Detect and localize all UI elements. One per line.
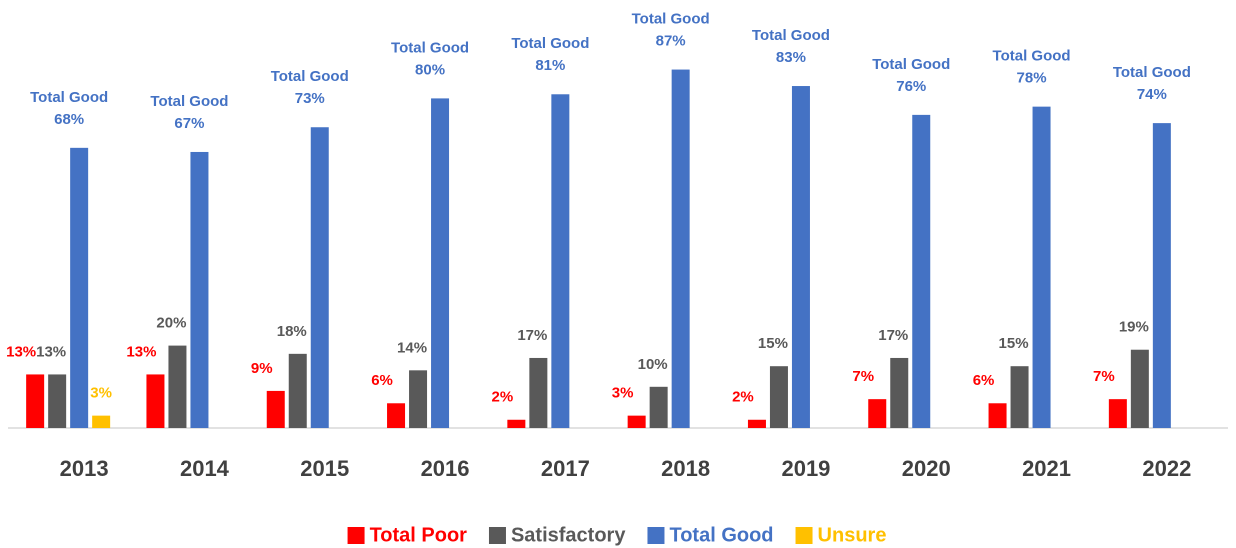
bar [551, 94, 570, 428]
data-label: 17% [517, 327, 547, 344]
bar [190, 151, 209, 428]
bar [507, 419, 526, 428]
data-label: 87% [656, 33, 686, 50]
data-label-name: Total Good [391, 39, 469, 56]
bar [1108, 399, 1127, 428]
bar [146, 374, 165, 428]
data-label: 17% [878, 327, 908, 344]
data-label: 13% [36, 343, 66, 360]
data-label-name: Total Good [150, 93, 228, 110]
data-label: 67% [174, 115, 204, 132]
data-label: 2% [492, 389, 514, 406]
bar [70, 147, 89, 428]
legend-swatch [347, 527, 365, 544]
x-tick-label: 2017 [541, 456, 590, 481]
legend-swatch [488, 527, 506, 544]
data-label: 68% [54, 111, 84, 128]
data-label: 19% [1119, 319, 1149, 336]
bar [92, 415, 111, 428]
x-tick-label: 2021 [1022, 456, 1071, 481]
x-tick-label: 2022 [1142, 456, 1191, 481]
bar [890, 357, 909, 428]
bar [1010, 366, 1029, 428]
data-label: 3% [612, 385, 634, 402]
legend-swatch [795, 527, 813, 544]
bar [310, 127, 329, 429]
bar [387, 403, 406, 428]
data-label-name: Total Good [752, 27, 830, 44]
bar [529, 357, 548, 428]
bar [671, 69, 690, 428]
bar [747, 419, 766, 428]
data-label: 13% [126, 343, 156, 360]
data-label-name: Total Good [30, 89, 108, 106]
bar [868, 399, 887, 428]
data-label: 83% [776, 49, 806, 66]
data-label: 73% [295, 90, 325, 107]
bar [1130, 349, 1149, 428]
data-label: 7% [1093, 368, 1115, 385]
bar [912, 114, 931, 428]
bar [988, 403, 1007, 428]
bar [791, 86, 810, 428]
bar [1152, 123, 1171, 429]
data-label: 18% [277, 323, 307, 340]
data-label-name: Total Good [1113, 64, 1191, 81]
data-label: 80% [415, 61, 445, 78]
bar [649, 386, 668, 428]
data-label: 2% [732, 389, 754, 406]
bar [266, 390, 285, 428]
data-label-name: Total Good [872, 56, 950, 73]
data-label: 15% [758, 335, 788, 352]
legend-label: Total Poor [370, 524, 468, 546]
data-label: 14% [397, 339, 427, 356]
x-tick-label: 2013 [60, 456, 109, 481]
data-label: 78% [1017, 70, 1047, 87]
data-label-name: Total Good [632, 11, 710, 28]
legend-swatch [647, 527, 665, 544]
legend-label: Satisfactory [511, 524, 626, 546]
x-tick-label: 2018 [661, 456, 710, 481]
data-label: 20% [156, 315, 186, 332]
data-label: 13% [6, 343, 36, 360]
bar [1032, 106, 1051, 428]
data-label: 10% [638, 356, 668, 373]
data-label: 6% [973, 372, 995, 389]
data-label: 6% [371, 372, 393, 389]
x-tick-label: 2015 [300, 456, 349, 481]
x-tick-label: 2020 [902, 456, 951, 481]
bar [168, 345, 187, 428]
x-tick-label: 2016 [421, 456, 470, 481]
bar [431, 98, 450, 429]
legend-label: Total Good [669, 524, 773, 546]
data-label: 3% [90, 385, 112, 402]
bar [627, 415, 646, 428]
data-label: 74% [1137, 86, 1167, 103]
bar [409, 370, 428, 428]
data-label: 9% [251, 360, 273, 377]
bar [26, 374, 45, 428]
data-label: 7% [852, 368, 874, 385]
x-tick-label: 2019 [781, 456, 830, 481]
data-label-name: Total Good [271, 68, 349, 85]
legend-label: Unsure [818, 524, 887, 546]
bar [769, 366, 788, 428]
data-label: 81% [535, 57, 565, 74]
data-label-name: Total Good [511, 35, 589, 52]
data-label-name: Total Good [993, 48, 1071, 65]
bar [288, 353, 307, 428]
bar [48, 374, 67, 428]
data-label: 76% [896, 78, 926, 95]
data-label: 15% [999, 335, 1029, 352]
x-tick-label: 2014 [180, 456, 230, 481]
